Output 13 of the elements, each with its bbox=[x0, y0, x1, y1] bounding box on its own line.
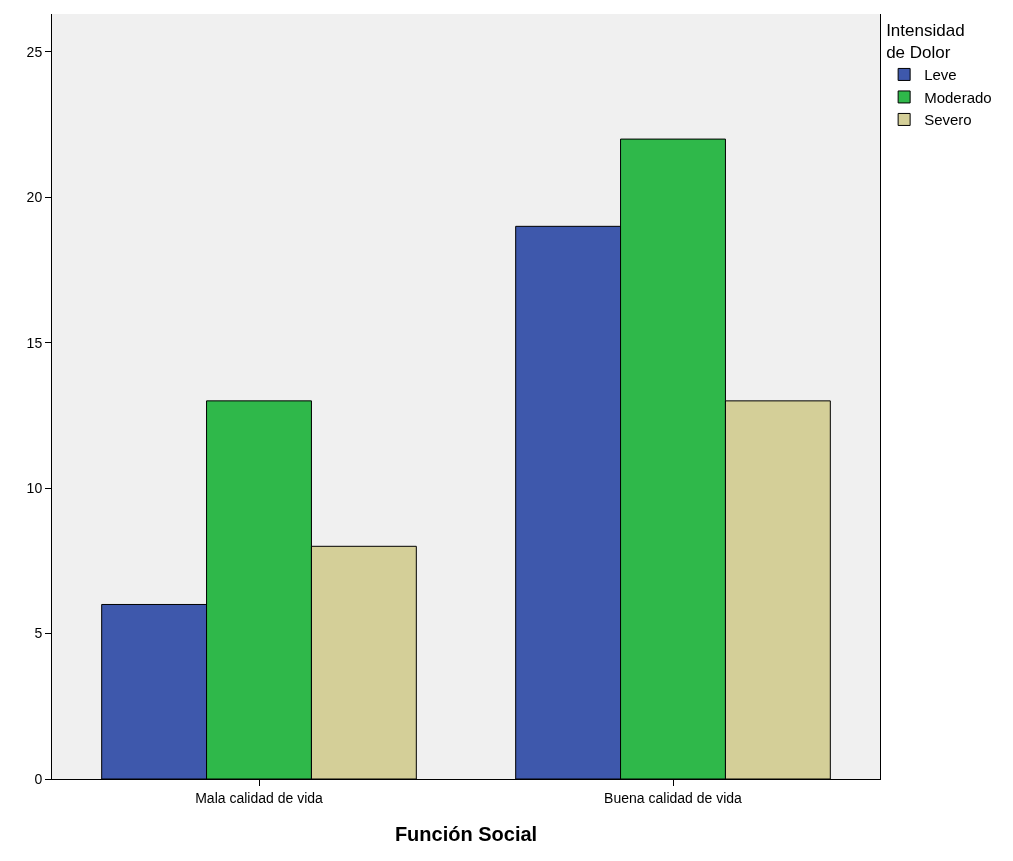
y-tick-label: 20 bbox=[26, 189, 43, 206]
legend-label: Severo bbox=[924, 111, 972, 129]
x-tick-label: Buena calidad de vida bbox=[604, 789, 743, 806]
x-axis-title: Función Social bbox=[394, 823, 538, 846]
x-tick-label: Mala calidad de vida bbox=[195, 789, 324, 806]
y-tick-label: 0 bbox=[34, 770, 43, 787]
y-tick-label: 15 bbox=[26, 334, 43, 351]
y-tick-label: 5 bbox=[34, 625, 43, 642]
legend-label: Leve bbox=[924, 66, 957, 84]
legend-label: Moderado bbox=[924, 88, 992, 106]
y-tick-label: 25 bbox=[26, 43, 43, 60]
y-tick-label: 10 bbox=[26, 480, 43, 497]
legend-title: Intensidad de Dolor bbox=[886, 21, 965, 63]
